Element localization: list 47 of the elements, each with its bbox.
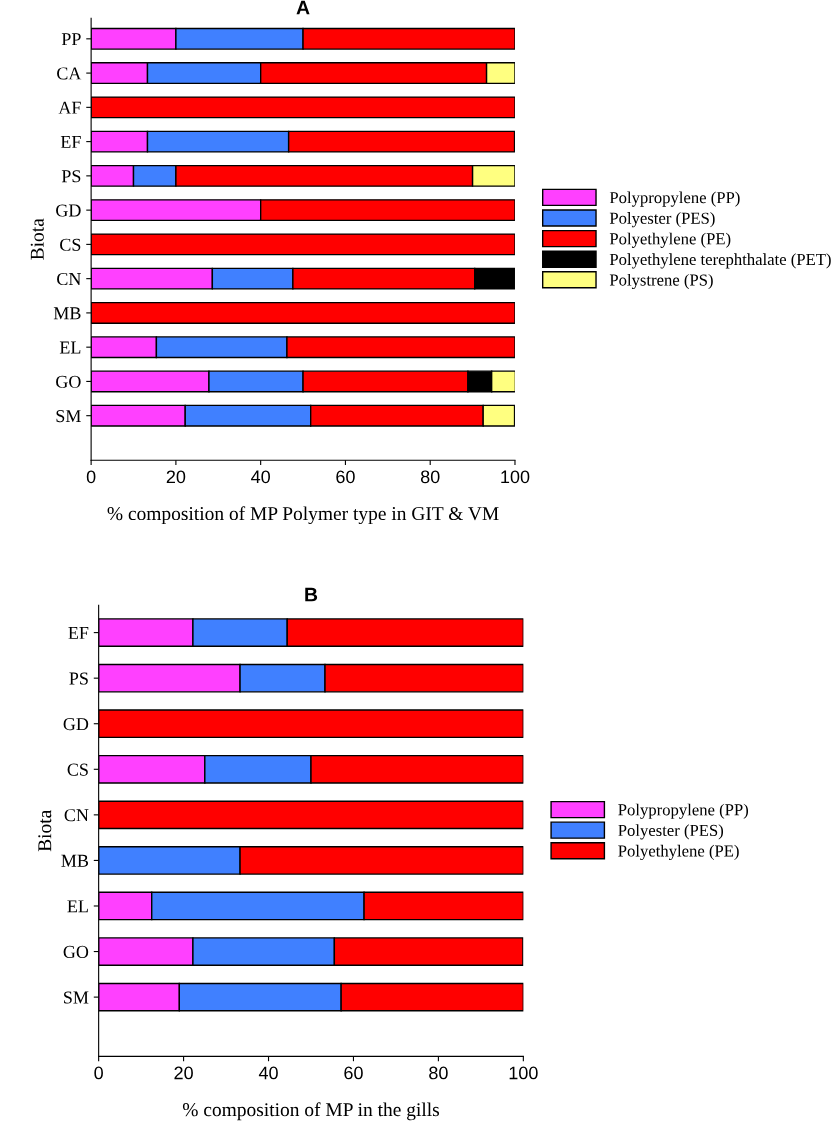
x-tick-label: 60: [344, 1066, 363, 1080]
y-tick-label: GO: [63, 945, 89, 958]
x-tick-label: 100: [509, 1066, 538, 1080]
legend-label: Polyester (PES): [618, 824, 724, 840]
legend-label: Polyethylene (PE): [609, 232, 731, 248]
y-tick-label: CS: [67, 763, 88, 776]
y-tick-label: SM: [56, 410, 81, 423]
x-tick-label: 100: [501, 470, 530, 484]
y-tick-label: CA: [57, 67, 82, 80]
legend-label: Polyester (PES): [609, 212, 715, 228]
y-tick-label: GO: [56, 375, 81, 388]
legend-label: Polypropylene (PP): [609, 191, 740, 207]
x-axis-title: % composition of MP Polymer type in GIT & VM: [107, 506, 499, 525]
y-tick-label: MB: [53, 307, 81, 320]
y-tick-label: CS: [60, 238, 81, 251]
y-tick-label: PP: [61, 33, 81, 46]
y-tick-label: SM: [64, 991, 89, 1004]
x-tick-label: 80: [429, 1066, 448, 1080]
y-tick-label: EL: [67, 900, 88, 913]
y-tick-label: EF: [68, 627, 89, 639]
legend-label: Polypropylene (PP): [618, 803, 749, 819]
y-tick-label: PS: [61, 170, 81, 183]
x-axis-title: % composition of MP in the gills: [182, 1102, 440, 1121]
legend-label: Polystrene (PS): [609, 273, 713, 290]
legend-label: Polyethylene (PE): [618, 844, 739, 861]
x-tick-label: 40: [258, 1066, 278, 1080]
y-tick-label: GD: [56, 204, 81, 217]
y-axis-title: Biota: [30, 218, 44, 260]
y-tick-label: EL: [59, 341, 81, 354]
x-tick-label: 20: [174, 1066, 193, 1080]
x-tick-label: 0: [94, 1066, 103, 1080]
y-tick-label: MB: [61, 854, 89, 867]
y-tick-label: AF: [58, 101, 81, 114]
x-tick-label: 40: [251, 470, 270, 484]
x-tick-label: 80: [420, 470, 440, 484]
x-tick-label: 20: [166, 470, 186, 484]
y-tick-label: CN: [64, 809, 89, 822]
chart-title: B: [305, 587, 318, 602]
y-tick-label: CN: [57, 272, 81, 286]
y-tick-label: GD: [63, 718, 89, 731]
y-tick-label: PS: [69, 672, 88, 685]
x-tick-label: 60: [336, 470, 355, 484]
chart-title: A: [296, 0, 310, 15]
legend-label: Polyethylene terephthalate (PET): [609, 253, 831, 269]
y-tick-label: EF: [60, 136, 81, 148]
y-axis-title: Biota: [38, 810, 52, 852]
x-tick-label: 0: [86, 470, 96, 484]
